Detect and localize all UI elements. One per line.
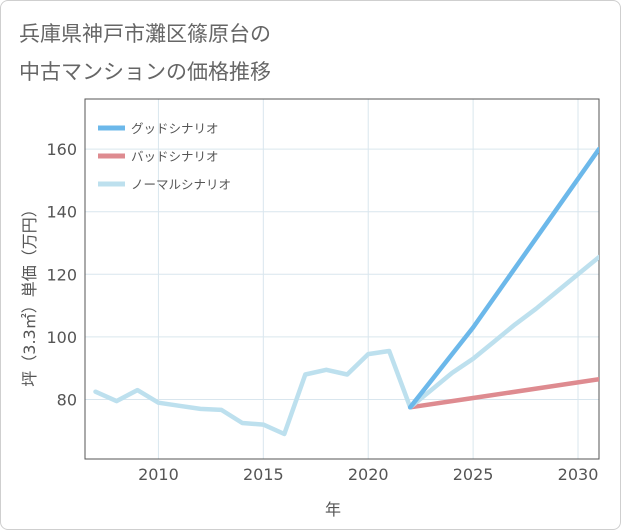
tick-labels: 2010 2015 2020 2025 2030 80 100 120 140 160 [46, 140, 598, 484]
series-line-0 [407, 146, 599, 410]
plot-frame [84, 98, 600, 460]
y-tick-label: 80 [57, 391, 77, 410]
legend-label-1: バッドシナリオ [131, 149, 219, 164]
x-tick-label: 2015 [243, 465, 284, 484]
series-line-2 [93, 254, 599, 437]
axes [84, 98, 600, 460]
y-tick-label: 160 [46, 140, 77, 159]
x-tick-label: 2020 [348, 465, 389, 484]
series-line-1 [407, 376, 599, 410]
chart-title-line-2: 中古マンションの価格推移 [19, 60, 271, 84]
legend-label-0: グッドシナリオ [131, 121, 219, 136]
chart-title-line-1: 兵庫県神戸市灘区篠原台の [19, 22, 271, 46]
x-axis-label: 年 [325, 500, 341, 519]
legend-label-2: ノーマルシナリオ [131, 177, 231, 192]
y-tick-label: 100 [46, 328, 77, 347]
y-tick-label: 140 [46, 203, 77, 222]
x-tick-label: 2010 [138, 465, 179, 484]
x-tick-label: 2025 [453, 465, 494, 484]
series-lines [93, 146, 599, 437]
y-tick-label: 120 [46, 265, 77, 284]
y-axis-label: 坪（3.3㎡）単価（万円） [20, 201, 39, 386]
x-tick-label: 2030 [558, 465, 599, 484]
